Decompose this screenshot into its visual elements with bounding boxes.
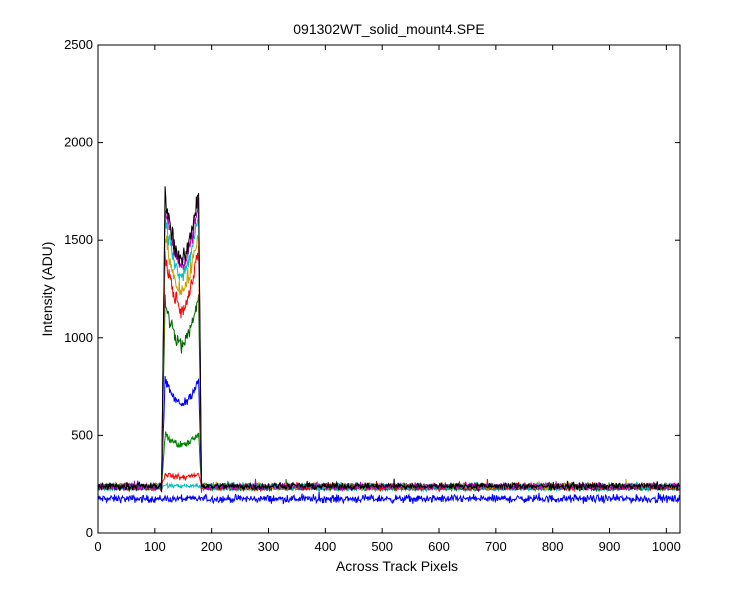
plot-area: [98, 45, 680, 533]
x-tick-label: 600: [428, 539, 450, 554]
y-tick-label: 1000: [64, 330, 93, 345]
x-tick-label: 900: [599, 539, 621, 554]
plot-frame: [97, 44, 681, 534]
x-tick-label: 500: [371, 539, 393, 554]
y-axis-title: Intensity (ADU): [39, 242, 55, 337]
series-line-0: [97, 491, 680, 505]
y-tick-label: 1500: [64, 232, 93, 247]
y-tick-label: 2000: [64, 135, 93, 150]
x-tick-label: 0: [94, 539, 101, 554]
x-tick-label: 300: [258, 539, 280, 554]
x-tick-label: 100: [144, 539, 166, 554]
x-tick-label: 200: [201, 539, 223, 554]
series-layer: [97, 186, 680, 505]
x-tick-label: 1000: [652, 539, 681, 554]
y-tick-label: 0: [86, 525, 93, 540]
x-tick-label: 700: [485, 539, 507, 554]
x-axis-title: Across Track Pixels: [336, 558, 458, 574]
x-tick-label: 800: [542, 539, 564, 554]
ticks-layer: 0 100 200 300 400 500 600 700 800 900 1000 0 500 1000…: [64, 37, 681, 554]
chart-title: 091302WT_solid_mount4.SPE: [293, 21, 484, 37]
x-tick-label: 400: [314, 539, 336, 554]
y-tick-label: 2500: [64, 37, 93, 52]
series-line-10: [97, 186, 680, 493]
y-tick-label: 500: [71, 427, 93, 442]
